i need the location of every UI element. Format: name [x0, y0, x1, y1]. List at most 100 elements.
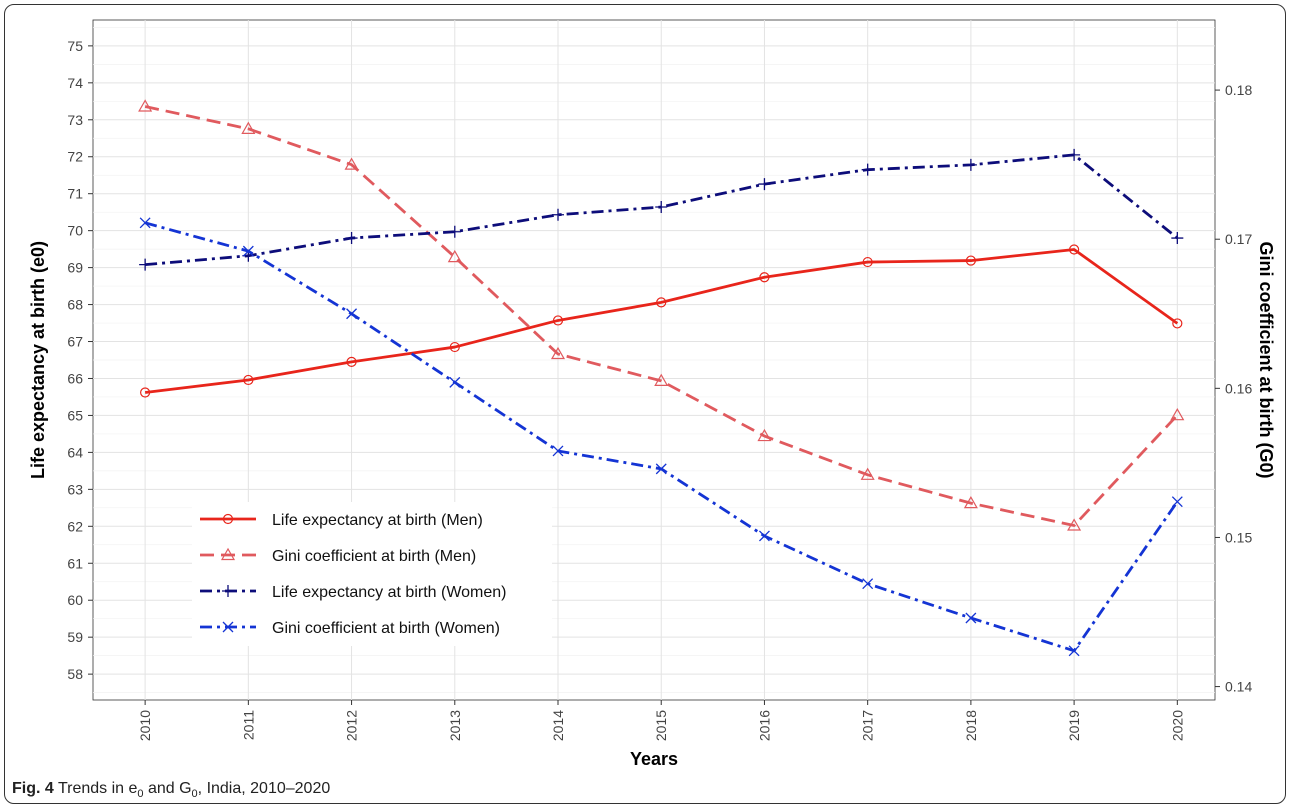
y-tick-label: 73 — [67, 112, 83, 128]
legend-label: Life expectancy at birth (Men) — [272, 512, 483, 529]
series-line — [144, 248, 1179, 394]
caption-subscript: 0 — [137, 788, 144, 801]
x-tick-label: 2013 — [447, 710, 463, 741]
data-point-marker — [1172, 318, 1183, 329]
x-tick-label: 2016 — [756, 710, 772, 741]
figure-label: Fig. 4 — [12, 780, 54, 797]
data-point-marker — [757, 428, 772, 442]
y-tick-label: 65 — [67, 407, 83, 423]
data-point-marker — [222, 585, 234, 597]
x-tick-label: 2020 — [1169, 710, 1185, 741]
legend-label: Life expectancy at birth (Women) — [272, 584, 506, 601]
data-point-marker — [1171, 232, 1184, 245]
data-point-marker — [758, 530, 770, 542]
data-point-marker — [552, 208, 565, 221]
x-tick-label: 2012 — [344, 710, 360, 741]
data-point-marker — [965, 255, 976, 266]
x-tick-label: 2018 — [963, 710, 979, 741]
data-point-marker — [222, 513, 234, 525]
caption-subscript: 0 — [191, 788, 198, 801]
y-tick-label: 58 — [67, 666, 83, 682]
y-axis-title: Life expectancy at birth (e0) — [28, 241, 48, 479]
y-tick-label: 68 — [67, 297, 83, 313]
data-point-marker — [220, 547, 236, 561]
y-tick-label: 75 — [67, 38, 83, 54]
x-tick-label: 2010 — [137, 710, 153, 741]
data-point-marker — [241, 121, 256, 134]
y-tick-label: 62 — [67, 518, 83, 534]
data-point-marker — [140, 387, 151, 398]
y2-tick-label: 0.17 — [1225, 231, 1252, 247]
y-tick-label: 69 — [67, 260, 83, 276]
data-point-marker — [552, 315, 564, 326]
data-point-marker — [243, 374, 254, 386]
data-point-marker — [1171, 496, 1183, 508]
y-tick-label: 67 — [67, 334, 83, 350]
y2-axis-title: Gini coefficient at birth (G0) — [1256, 241, 1276, 478]
data-point-marker — [1067, 518, 1082, 531]
data-point-marker — [759, 272, 770, 283]
y-tick-label: 70 — [67, 223, 83, 239]
y-tick-label: 71 — [67, 186, 83, 202]
data-point-marker — [242, 245, 254, 257]
axes: 58 59 60 61 62 63 64 65 66 67 68 69 70 71 72 73 74 75 2010… — [67, 38, 1252, 741]
data-point-marker — [449, 341, 460, 353]
data-point-marker — [656, 297, 667, 308]
x-axis-title: Years — [630, 749, 678, 769]
figure-frame — [4, 4, 1286, 804]
data-point-marker — [447, 249, 462, 263]
data-point-marker — [965, 612, 977, 624]
legend-label: Gini coefficient at birth (Women) — [272, 620, 500, 637]
legend-label: Gini coefficient at birth (Men) — [272, 548, 476, 565]
series-line — [144, 105, 1179, 527]
y-tick-label: 64 — [67, 444, 83, 460]
data-point-marker — [552, 445, 564, 457]
data-point-marker — [139, 258, 152, 271]
data-point-marker — [654, 373, 669, 386]
y2-tick-label: 0.18 — [1225, 82, 1252, 98]
data-point-marker — [345, 232, 358, 245]
data-point-marker — [655, 201, 668, 213]
caption-text: and G — [143, 780, 192, 797]
data-point-marker — [860, 467, 875, 480]
x-tick-label: 2014 — [550, 710, 566, 741]
x-tick-label: 2019 — [1066, 710, 1082, 741]
data-point-marker — [862, 578, 874, 590]
data-point-marker — [550, 346, 566, 360]
data-point-marker — [1170, 407, 1185, 421]
data-point-marker — [346, 308, 358, 320]
legend: Life expectancy at birth (Men) Gini coeff… — [192, 502, 552, 646]
series-lines — [138, 99, 1185, 657]
data-point-marker — [344, 157, 359, 170]
x-tick-label: 2015 — [653, 710, 669, 741]
data-point-marker — [1068, 645, 1080, 657]
data-point-marker — [861, 163, 874, 176]
line-chart: 58 59 60 61 62 63 64 65 66 67 68 69 70 71 72 73 74 75 2010… — [28, 19, 1276, 769]
data-point-marker — [655, 463, 667, 475]
data-point-marker — [449, 376, 461, 388]
y2-tick-label: 0.15 — [1225, 529, 1252, 545]
y-tick-label: 72 — [67, 149, 83, 165]
y2-tick-label: 0.16 — [1225, 380, 1252, 396]
y2-tick-label: 0.14 — [1225, 679, 1252, 695]
x-tick-label: 2011 — [240, 710, 256, 740]
y-tick-label: 60 — [67, 592, 83, 608]
data-point-marker — [139, 217, 151, 229]
y-tick-label: 59 — [67, 629, 83, 645]
data-point-marker — [758, 178, 771, 191]
y-tick-label: 74 — [67, 75, 83, 91]
data-point-marker — [1068, 148, 1081, 161]
figure-caption: Fig. 4 Trends in e0 and G0, India, 2010–… — [12, 780, 330, 800]
y-tick-label: 61 — [67, 555, 83, 571]
data-point-marker — [138, 99, 153, 112]
caption-text: Trends in e — [57, 780, 138, 797]
data-point-marker — [963, 495, 978, 509]
y-tick-label: 66 — [67, 370, 83, 386]
data-point-marker — [222, 621, 234, 633]
legend-background — [192, 502, 552, 646]
data-point-marker — [862, 256, 873, 268]
data-point-marker — [1069, 244, 1080, 255]
y-tick-label: 63 — [67, 481, 83, 497]
data-point-marker — [964, 158, 977, 171]
x-tick-label: 2017 — [860, 710, 876, 741]
